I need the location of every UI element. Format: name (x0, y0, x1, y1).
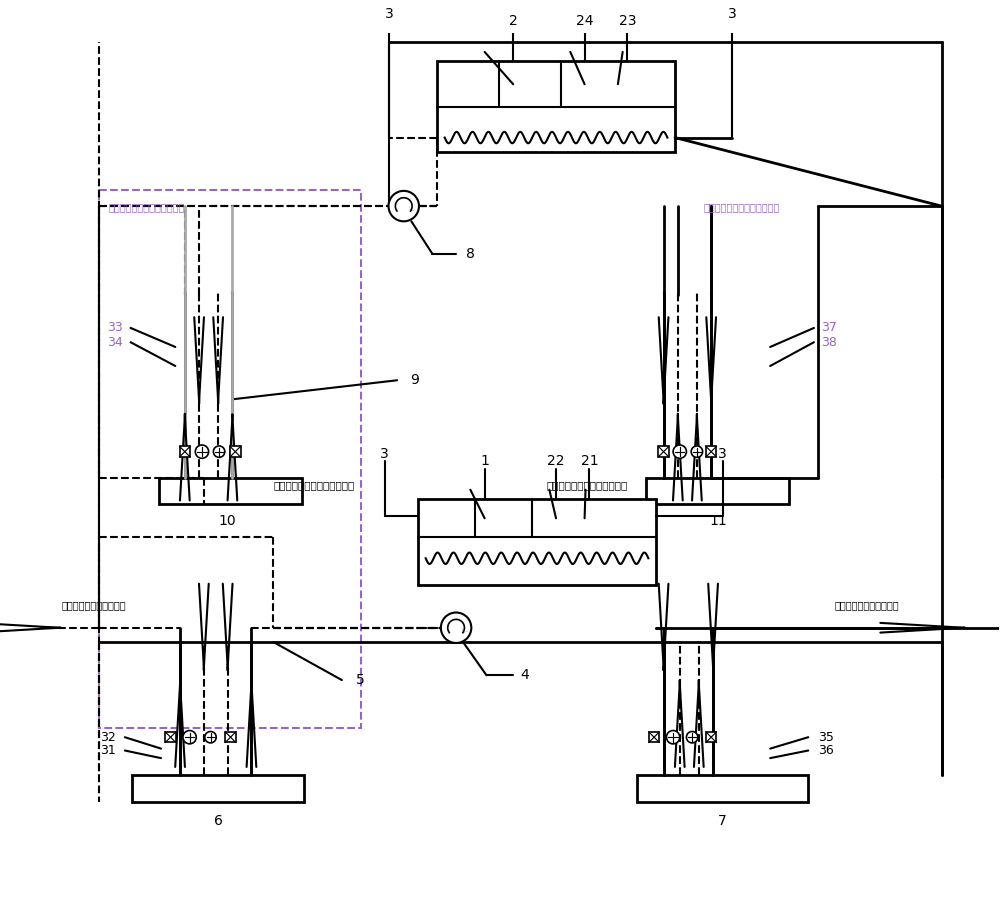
Text: 34: 34 (107, 335, 123, 349)
Text: 21: 21 (581, 454, 598, 468)
Text: 接四管制空调区末端冷水回水: 接四管制空调区末端冷水回水 (273, 480, 355, 490)
Text: 4: 4 (521, 668, 530, 682)
Text: 9: 9 (410, 373, 419, 387)
Text: 3: 3 (728, 7, 736, 21)
Bar (132, 775, 304, 802)
Text: 24: 24 (576, 14, 593, 29)
Bar (180, 447, 190, 457)
Text: 36: 36 (818, 744, 834, 757)
Bar (159, 478, 302, 504)
Text: 10: 10 (219, 514, 236, 528)
Text: 3: 3 (385, 7, 394, 21)
Circle shape (686, 732, 698, 743)
Text: 接两管制空调区末端供水: 接两管制空调区末端供水 (835, 601, 900, 610)
Text: 22: 22 (547, 454, 565, 468)
Text: 3: 3 (718, 447, 727, 460)
Bar (225, 732, 236, 743)
Text: 35: 35 (818, 731, 834, 743)
Text: 接四管制空调区末端热水供水: 接四管制空调区末端热水供水 (704, 202, 780, 212)
Text: 3: 3 (380, 447, 389, 460)
Bar (99, 190, 361, 727)
Text: 5: 5 (356, 673, 365, 687)
Text: 7: 7 (718, 814, 727, 828)
Bar (706, 732, 716, 743)
Text: 32: 32 (100, 731, 115, 743)
Text: 11: 11 (709, 514, 727, 528)
Text: 1: 1 (480, 454, 489, 468)
Text: 接四管制空调区末端热水回水: 接四管制空调区末端热水回水 (109, 202, 185, 212)
Circle shape (691, 446, 703, 458)
Bar (437, 61, 675, 152)
Bar (706, 447, 716, 457)
Circle shape (195, 445, 209, 458)
Text: 2: 2 (509, 14, 518, 29)
Circle shape (673, 445, 686, 458)
Text: 31: 31 (100, 744, 115, 757)
Bar (230, 447, 241, 457)
Bar (649, 732, 659, 743)
Text: 38: 38 (822, 335, 837, 349)
Text: 23: 23 (619, 14, 636, 29)
Text: 33: 33 (107, 322, 123, 334)
Text: 37: 37 (822, 322, 837, 334)
Bar (658, 447, 669, 457)
Bar (646, 478, 789, 504)
Circle shape (441, 612, 471, 643)
Circle shape (389, 191, 419, 221)
Circle shape (213, 446, 225, 458)
Text: 接四管制空调区末端冷水供水: 接四管制空调区末端冷水供水 (547, 480, 628, 490)
Text: 6: 6 (214, 814, 223, 828)
Bar (637, 775, 808, 802)
Bar (165, 732, 176, 743)
Circle shape (205, 732, 216, 743)
Circle shape (666, 731, 680, 743)
Text: 8: 8 (466, 246, 474, 261)
Circle shape (183, 731, 196, 743)
Text: 接两管制空调区末端回水: 接两管制空调区末端回水 (61, 601, 126, 610)
Bar (418, 499, 656, 585)
